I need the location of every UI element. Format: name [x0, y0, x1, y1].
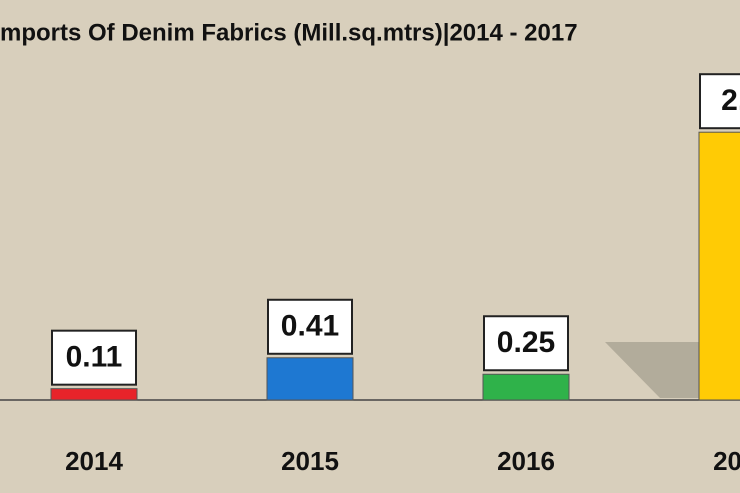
- value-label: 0.11: [66, 341, 123, 374]
- value-label-box: [483, 315, 569, 372]
- value-label: 0.41: [281, 310, 339, 343]
- bar: [482, 373, 570, 401]
- x-tick-label: 2017: [713, 446, 740, 476]
- shadow: [605, 342, 700, 398]
- value-label-box: [699, 73, 740, 130]
- bar: [698, 131, 740, 401]
- x-tick-label: 2015: [281, 446, 339, 476]
- x-tick-label: 2014: [65, 446, 123, 476]
- value-label: 2.6: [721, 84, 740, 117]
- value-label: 0.25: [497, 326, 555, 359]
- bar: [266, 357, 354, 401]
- x-tick-label: 2016: [497, 446, 555, 476]
- value-label-box: [267, 298, 353, 355]
- value-label-box: [51, 329, 137, 386]
- bar: [50, 388, 138, 401]
- chart-title: mports Of Denim Fabrics (Mill.sq.mtrs)|2…: [0, 19, 578, 46]
